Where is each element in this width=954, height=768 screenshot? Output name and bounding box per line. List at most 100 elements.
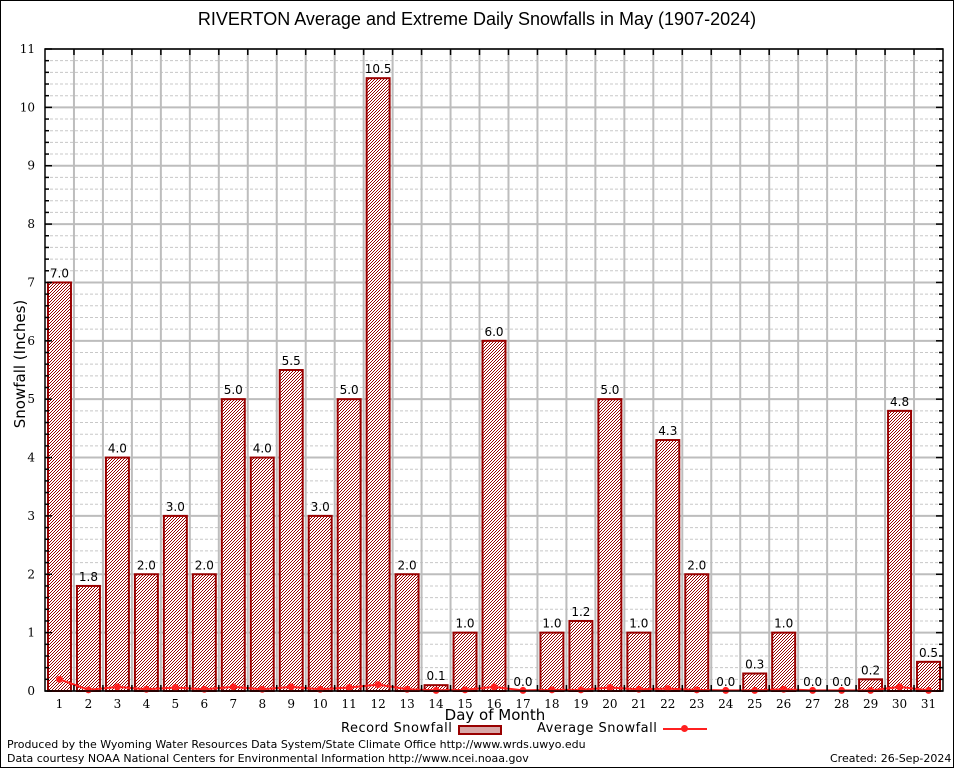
bar-value-label: 1.0 — [455, 617, 474, 631]
average-point — [606, 683, 614, 691]
record-bar — [47, 281, 72, 692]
average-point — [229, 683, 237, 691]
bar-value-label: 2.0 — [195, 558, 214, 572]
average-point — [693, 686, 701, 694]
legend-item-record: Record Snowfall — [341, 721, 452, 736]
bar-value-label: 4.0 — [108, 442, 127, 456]
x-axis-label: Day of Month — [444, 706, 546, 724]
legend-marker-average — [681, 725, 688, 732]
bar-value-label: 4.3 — [658, 424, 677, 438]
x-tick-label: 3 — [114, 697, 122, 711]
bar-value-label: 0.0 — [716, 675, 735, 689]
x-tick-label: 27 — [805, 697, 820, 711]
bar-value-label: 10.5 — [365, 62, 392, 76]
x-tick-label: 14 — [428, 697, 444, 711]
footer-created: Created: 26-Sep-2024 — [830, 752, 952, 765]
bar-value-label: 3.0 — [311, 500, 330, 514]
x-tick-label: 10 — [313, 697, 328, 711]
average-point — [374, 681, 382, 689]
record-bar — [75, 584, 101, 692]
average-point — [896, 683, 904, 691]
bar-value-label: 5.5 — [282, 354, 301, 368]
bar-value-label: 0.2 — [861, 663, 880, 677]
x-tick-label: 12 — [370, 697, 385, 711]
record-bar — [394, 573, 420, 692]
bar-value-label: 2.0 — [687, 558, 706, 572]
record-bar — [220, 398, 246, 692]
bar-value-label: 0.0 — [832, 675, 851, 689]
y-tick-label: 6 — [27, 334, 35, 348]
y-tick-label: 9 — [27, 159, 35, 173]
legend-label-record: Record Snowfall — [341, 721, 453, 736]
x-tick-label: 2 — [85, 697, 93, 711]
record-bar — [191, 573, 217, 692]
chart-title: RIVERTON Average and Extreme Daily Snowf… — [197, 9, 757, 29]
x-tick-label: 31 — [921, 697, 936, 711]
average-point — [113, 683, 121, 691]
bar-value-label: 7.0 — [50, 266, 69, 280]
x-tick-label: 18 — [544, 697, 559, 711]
bar-value-label: 1.2 — [571, 605, 590, 619]
y-tick-label: 4 — [27, 451, 35, 465]
x-tick-label: 22 — [660, 697, 675, 711]
record-bar — [481, 339, 507, 692]
record-bar — [655, 439, 681, 693]
x-tick-label: 19 — [573, 697, 588, 711]
record-bar — [249, 456, 275, 692]
record-bar — [597, 398, 623, 692]
x-tick-label: 4 — [143, 697, 151, 711]
bar-value-label: 5.0 — [600, 383, 619, 397]
y-tick-label: 0 — [27, 684, 35, 698]
x-tick-label: 16 — [486, 697, 501, 711]
y-tick-label: 2 — [27, 567, 35, 581]
bar-value-label: 0.3 — [745, 657, 764, 671]
record-bar — [916, 660, 942, 692]
x-tick-label: 11 — [342, 697, 357, 711]
bar-value-label: 5.0 — [340, 383, 359, 397]
bar-value-label: 4.8 — [890, 395, 909, 409]
bar-value-label: 1.0 — [629, 617, 648, 631]
x-tick-label: 5 — [172, 697, 180, 711]
y-tick-label: 8 — [27, 217, 35, 231]
average-point — [84, 686, 92, 694]
bar-value-label: 3.0 — [166, 500, 185, 514]
record-bar — [684, 573, 710, 692]
y-tick-label: 11 — [20, 42, 35, 56]
footer-produced-by: Produced by the Wyoming Water Resources … — [7, 738, 586, 751]
footer-data-courtesy: Data courtesy NOAA National Centers for … — [7, 752, 529, 765]
average-point — [490, 683, 498, 691]
x-tick-label: 20 — [602, 697, 617, 711]
bar-value-label: 0.5 — [919, 646, 938, 660]
average-point — [287, 683, 295, 691]
bar-value-label: 0.0 — [803, 675, 822, 689]
x-tick-label: 15 — [457, 697, 472, 711]
x-tick-label: 23 — [689, 697, 704, 711]
y-tick-label: 7 — [27, 275, 35, 289]
legend-label-average: Average Snowfall — [537, 721, 658, 736]
plot-border — [44, 48, 944, 692]
x-tick-label: 24 — [718, 697, 734, 711]
record-bar — [539, 631, 565, 692]
average-point — [577, 686, 585, 694]
bar-value-label: 1.0 — [542, 617, 561, 631]
legend-swatch-record — [458, 725, 502, 735]
bar-value-label: 2.0 — [398, 558, 417, 572]
y-tick-label: 10 — [20, 100, 35, 114]
y-tick-label: 1 — [27, 626, 35, 640]
average-point — [345, 683, 353, 691]
x-tick-label: 30 — [892, 697, 907, 711]
bar-value-label: 1.0 — [774, 617, 793, 631]
record-bar — [336, 398, 362, 692]
y-tick-label: 3 — [27, 509, 35, 523]
record-bar — [133, 573, 159, 692]
record-bar — [104, 456, 130, 692]
x-tick-label: 6 — [201, 697, 209, 711]
x-tick-label: 25 — [747, 697, 762, 711]
bar-value-label: 1.8 — [79, 570, 98, 584]
legend-item-average: Average Snowfall — [537, 721, 657, 736]
bar-value-label: 5.0 — [224, 383, 243, 397]
y-tick-label: 5 — [27, 392, 35, 406]
record-bar — [568, 619, 594, 692]
x-tick-label: 26 — [776, 697, 791, 711]
